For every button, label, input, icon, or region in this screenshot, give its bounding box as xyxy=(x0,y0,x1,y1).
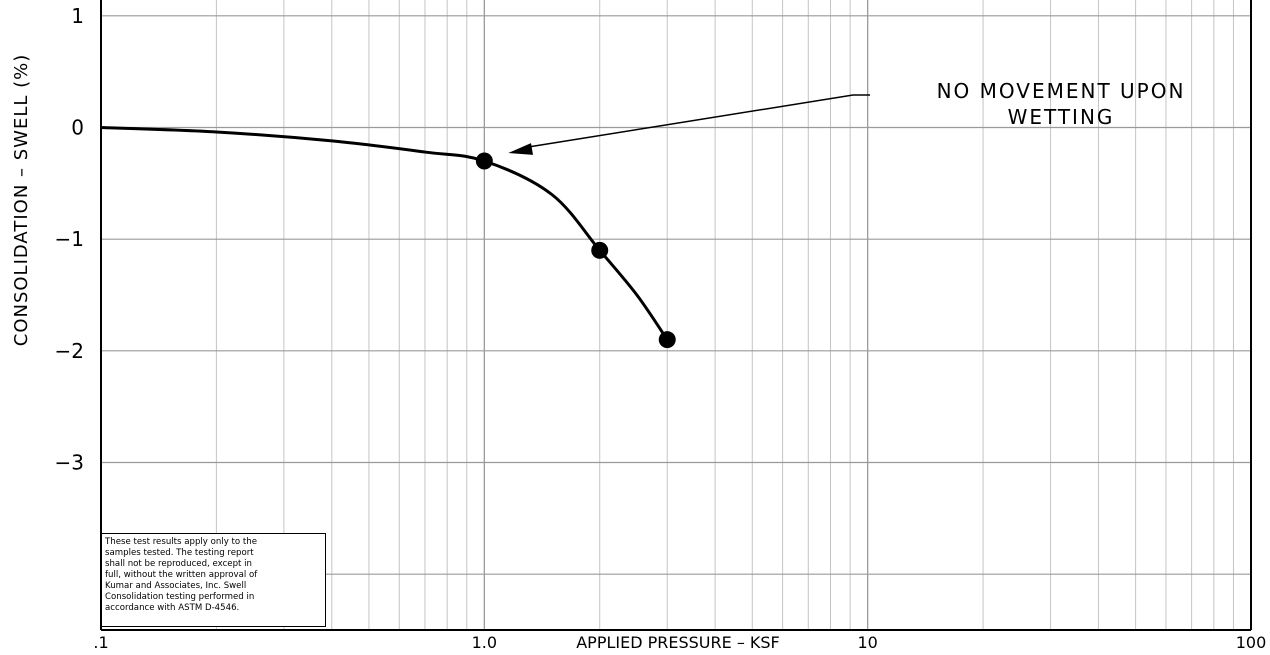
plot-frame xyxy=(100,0,1252,631)
data-points xyxy=(475,152,676,349)
disclaimer-line: These test results apply only to the xyxy=(105,537,257,547)
wetting-annotation: NO MOVEMENT UPON WETTING xyxy=(508,79,1186,155)
grid xyxy=(101,0,1251,630)
data-point xyxy=(591,241,609,259)
disclaimer-line: Kumar and Associates, Inc. Swell xyxy=(105,581,247,591)
data-point xyxy=(658,331,676,349)
annotation-arrowhead xyxy=(508,143,533,155)
y-tick-label: 1 xyxy=(71,4,84,28)
x-tick-label: .1 xyxy=(93,633,108,652)
x-tick-label: 10 xyxy=(857,633,877,652)
y-tick-label: −2 xyxy=(55,339,84,363)
y-tick-label: 0 xyxy=(71,116,84,140)
y-tick-label: −1 xyxy=(55,227,84,251)
disclaimer-line: samples tested. The testing report xyxy=(105,548,254,558)
disclaimer-box: These test results apply only to the sam… xyxy=(101,533,326,627)
disclaimer-line: Consolidation testing performed in xyxy=(105,592,255,602)
consolidation-curve xyxy=(100,126,669,341)
x-tick-labels: .1 1.0 10 100 xyxy=(93,633,1266,652)
annotation-line-1: NO MOVEMENT UPON xyxy=(937,79,1186,103)
y-tick-labels: 1 0 −1 −2 −3 xyxy=(55,4,84,475)
x-axis-label: APPLIED PRESSURE – KSF xyxy=(576,633,780,652)
x-tick-label: 1.0 xyxy=(472,633,497,652)
disclaimer-line: accordance with ASTM D-4546. xyxy=(105,603,240,613)
annotation-line-2: WETTING xyxy=(1008,105,1115,129)
data-point xyxy=(475,152,493,170)
annotation-leader-line xyxy=(528,94,870,148)
y-tick-label: −3 xyxy=(55,451,84,475)
disclaimer-line: shall not be reproduced, except in xyxy=(105,559,252,569)
disclaimer-line: full, without the written approval of xyxy=(105,570,258,580)
y-axis-label: CONSOLIDATION – SWELL (%) xyxy=(11,54,32,347)
x-tick-label: 100 xyxy=(1236,633,1267,652)
